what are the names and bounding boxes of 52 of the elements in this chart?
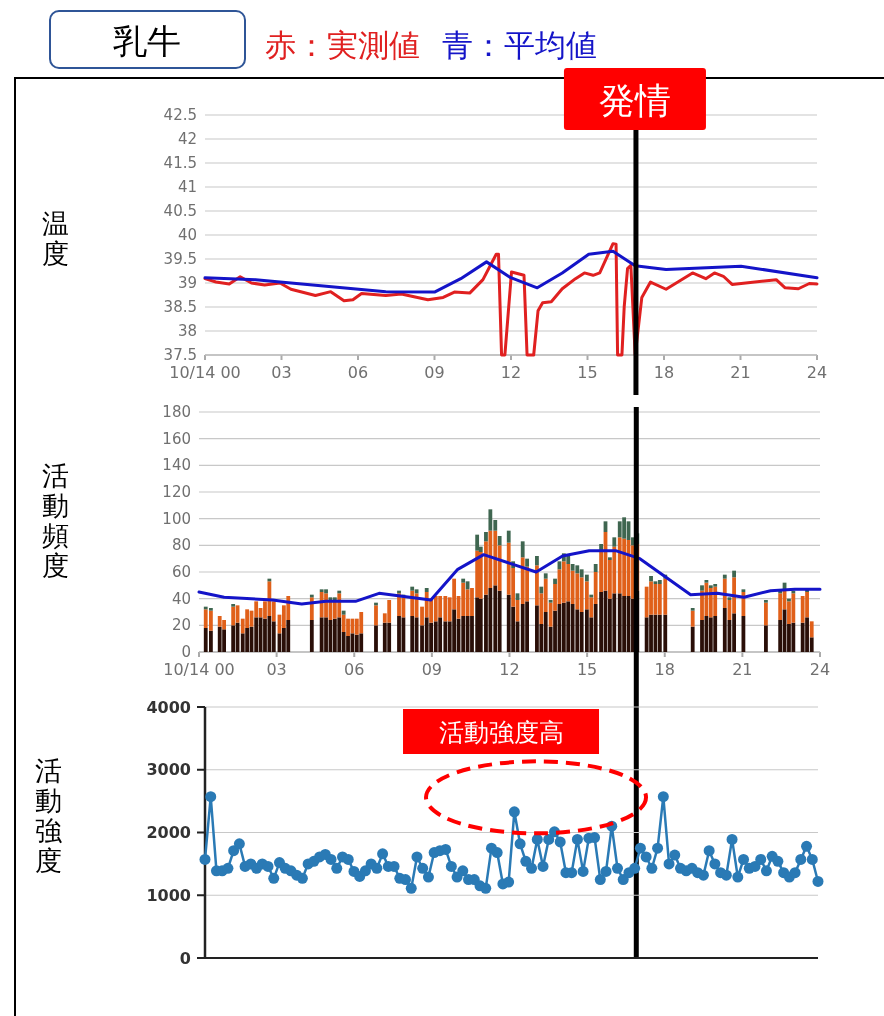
- x-tick-label: 18: [653, 363, 675, 382]
- y-tick-label: 3000: [146, 760, 191, 780]
- y-tick-label: 39: [177, 274, 197, 292]
- y-tick-label: 38.5: [163, 298, 197, 316]
- x-tick-label: 15: [576, 660, 598, 679]
- y-axis-title: 活動強度: [34, 755, 62, 876]
- text: 赤：実測値: [265, 27, 420, 63]
- x-tick-label: 09: [421, 660, 443, 679]
- y-tick-label: 37.5: [163, 346, 197, 364]
- y-tick-label: 180: [162, 403, 191, 421]
- chart-title: 乳牛: [113, 21, 181, 61]
- y-tick-label: 2000: [146, 823, 191, 842]
- y-tick-label: 1000: [146, 885, 191, 905]
- x-tick-label: 09: [424, 363, 445, 382]
- x-tick-label: 06: [344, 660, 365, 679]
- y-tick-label: 0: [179, 948, 191, 968]
- x-tick-label: 21: [732, 660, 753, 679]
- x-tick-label: 15: [577, 363, 598, 382]
- annotation: 活動強度高: [438, 717, 564, 747]
- x-tick-label: 03: [271, 363, 292, 382]
- y-tick-label: 4000: [146, 697, 191, 717]
- x-tick-label: 10/14 00: [163, 660, 235, 679]
- y-tick-label: 42: [177, 130, 197, 148]
- y-tick-label: 60: [171, 563, 191, 581]
- y-tick-label: 20: [171, 616, 191, 635]
- y-tick-label: 40: [171, 589, 191, 608]
- y-tick-label: 100: [162, 509, 191, 528]
- text: 青：平均値: [442, 27, 597, 63]
- y-tick-label: 80: [171, 536, 191, 555]
- y-tick-label: 38: [177, 322, 197, 340]
- x-tick-label: 21: [730, 363, 751, 382]
- x-tick-label: 24: [809, 660, 831, 679]
- x-tick-label: 12: [500, 363, 522, 382]
- y-tick-label: 41: [177, 178, 197, 196]
- y-tick-label: 41.5: [163, 154, 197, 172]
- y-tick-label: 0: [181, 643, 191, 661]
- x-tick-label: 10/14 00: [169, 363, 241, 382]
- x-tick-label: 06: [347, 363, 369, 382]
- y-tick-label: 42.5: [163, 106, 197, 124]
- y-tick-label: 140: [162, 456, 191, 475]
- y-tick-label: 40.5: [163, 202, 197, 220]
- x-tick-label: 18: [654, 660, 675, 679]
- y-tick-label: 39.5: [163, 250, 197, 268]
- x-tick-label: 24: [806, 363, 828, 382]
- y-axis-title: 活動頻度: [41, 460, 69, 581]
- y-tick-label: 120: [162, 483, 191, 501]
- y-axis-title: 温度: [41, 208, 69, 269]
- y-tick-label: 40: [177, 226, 197, 244]
- y-tick-label: 160: [162, 429, 191, 448]
- x-tick-label: 12: [499, 660, 520, 679]
- ref-line-label: 発情: [598, 79, 671, 121]
- x-tick-label: 03: [266, 660, 287, 679]
